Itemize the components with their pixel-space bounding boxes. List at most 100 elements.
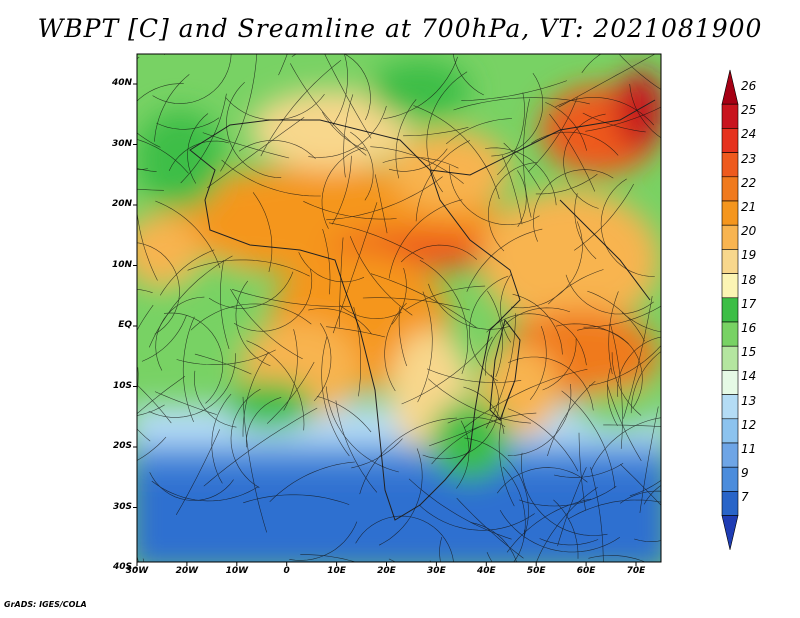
streamline (137, 83, 184, 102)
streamline (577, 327, 643, 409)
streamline (220, 54, 258, 172)
streamline (466, 228, 543, 292)
streamline (230, 288, 303, 360)
streamline (175, 429, 220, 516)
streamline (603, 424, 661, 427)
streamline (388, 148, 448, 172)
map-title: WBPT [C] and Sreamline at 700hPa, VT: 20… (37, 14, 763, 43)
colorbar-swatch (721, 69, 739, 105)
streamline (608, 291, 619, 375)
streamline (137, 56, 140, 60)
streamline (539, 538, 599, 546)
streamline (560, 54, 562, 55)
streamline (619, 490, 661, 504)
streamline (587, 290, 645, 342)
streamline (252, 192, 273, 272)
colorbar-swatch (721, 249, 739, 274)
streamline (574, 193, 597, 260)
colorbar-swatch (721, 103, 739, 129)
streamline (463, 386, 505, 434)
streamline (278, 54, 288, 76)
streamline (137, 304, 154, 331)
streamline (439, 537, 443, 562)
streamline (148, 353, 236, 418)
streamline (246, 340, 305, 431)
streamline (561, 390, 616, 489)
streamline (141, 315, 187, 362)
colorbar-swatch (721, 297, 739, 323)
streamline (382, 157, 459, 169)
streamline (151, 480, 259, 502)
streamline (484, 307, 571, 376)
streamline (137, 375, 186, 415)
streamline (469, 275, 509, 382)
streamline (230, 388, 261, 489)
streamline (211, 393, 232, 484)
lon-label: 30W (125, 566, 149, 576)
lon-label: 10W (225, 566, 249, 576)
streamline (401, 336, 493, 405)
colorbar-swatch (721, 442, 739, 468)
streamline (568, 499, 661, 520)
colorbar-swatch (721, 515, 739, 550)
streamline (621, 312, 661, 333)
streamline (238, 140, 316, 160)
streamline (383, 56, 458, 120)
streamline (194, 353, 252, 375)
streamline (321, 147, 365, 229)
streamline (164, 54, 166, 55)
streamline (137, 139, 189, 174)
streamline (350, 131, 374, 201)
streamline (535, 173, 598, 195)
streamline (629, 479, 661, 497)
streamline (499, 509, 620, 553)
streamline (246, 397, 282, 448)
streamline (485, 147, 557, 206)
lon-label: 10E (327, 566, 346, 576)
streamline (531, 131, 619, 156)
streamline (176, 349, 276, 365)
colorbar-label: 24 (741, 127, 757, 142)
streamline (553, 463, 624, 478)
streamline (558, 54, 656, 108)
streamline (155, 200, 221, 269)
colorbar-swatch (721, 491, 739, 516)
streamline (418, 504, 535, 531)
streamline (155, 296, 205, 371)
streamline (370, 273, 478, 329)
streamline (528, 97, 578, 173)
streamline (343, 94, 354, 178)
lon-label: 0 (283, 566, 290, 576)
streamline (557, 467, 587, 547)
colorbar-label: 9 (741, 466, 749, 481)
streamlines (137, 54, 661, 562)
streamline (486, 313, 587, 366)
streamline (643, 485, 661, 505)
streamline (431, 412, 537, 465)
streamline (326, 176, 443, 221)
streamline (487, 162, 538, 252)
colorbar-label: 16 (741, 321, 757, 335)
streamline (428, 283, 510, 330)
streamline (400, 244, 477, 263)
colorbar-label: 15 (741, 345, 757, 360)
colorbar-swatch (721, 176, 739, 202)
streamline (225, 94, 325, 121)
streamline (617, 336, 661, 397)
streamline (497, 92, 525, 176)
streamline (456, 420, 470, 489)
streamline (549, 113, 596, 192)
streamline (332, 54, 348, 126)
streamline (533, 169, 614, 242)
lon-label: 70E (626, 566, 646, 576)
streamline (242, 396, 267, 533)
streamline (607, 367, 618, 427)
streamline (491, 72, 543, 157)
streamline (413, 105, 500, 200)
streamline (152, 54, 232, 104)
streamline (283, 329, 298, 411)
streamline (500, 274, 512, 343)
lat-label: 30N (111, 138, 132, 149)
lon-label: 60E (576, 566, 596, 576)
streamline (220, 260, 230, 349)
